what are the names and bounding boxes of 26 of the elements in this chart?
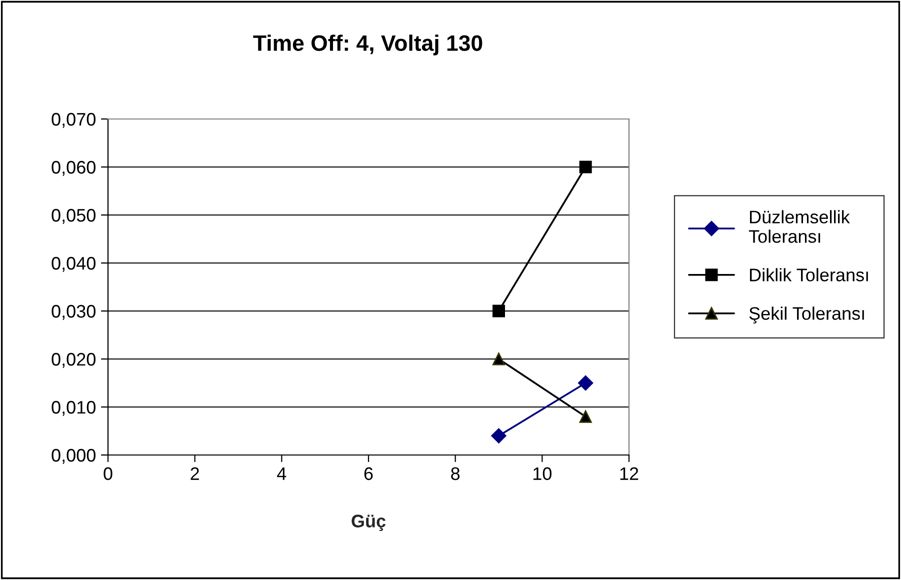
y-tick-label: 0,040: [52, 256, 96, 272]
y-tick-label: 0,050: [52, 208, 96, 224]
x-axis-title: Güç: [352, 514, 386, 532]
x-tick-label: 6: [364, 467, 373, 480]
legend-label: Düzlemsellik Toleransı: [748, 210, 850, 243]
x-tick-label: 8: [451, 467, 460, 480]
y-tick-label: 0,060: [52, 160, 96, 176]
point: [578, 375, 594, 391]
chart-title: Time Off: 4, Voltaj 130: [253, 34, 482, 56]
point: [579, 410, 592, 423]
y-tick-label: 0,070: [52, 112, 96, 128]
point: [492, 304, 505, 318]
x-tick-label: 2: [190, 467, 199, 480]
x-tick-label: 10: [534, 467, 552, 480]
point: [491, 428, 506, 444]
y-tick-label: 0,030: [52, 304, 96, 320]
x-tick-label: 0: [104, 467, 112, 480]
y-tick-label: 0,010: [52, 400, 96, 416]
legend-label: Şekil Toleransı: [749, 306, 864, 324]
point: [492, 352, 505, 366]
legend-label: Diklik Toleransı: [750, 268, 868, 282]
point: [579, 160, 592, 174]
y-tick-label: 0,000: [52, 448, 96, 464]
y-tick-label: 0,020: [52, 352, 96, 368]
x-tick-label: 12: [620, 467, 638, 480]
x-tick-label: 4: [277, 467, 286, 480]
